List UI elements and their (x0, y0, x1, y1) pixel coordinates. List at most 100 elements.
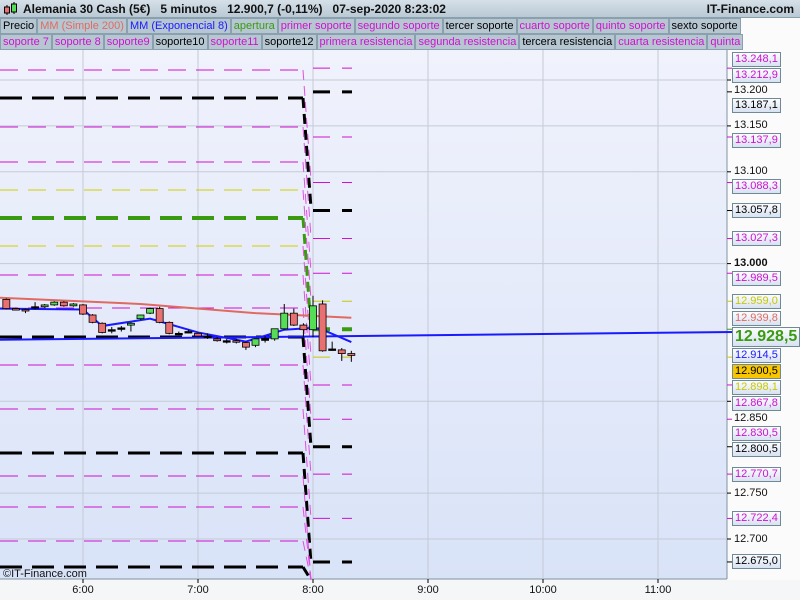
legend-item[interactable]: soporte11 (207, 34, 262, 50)
legend-item[interactable]: MM (Exponencial 8) (126, 18, 231, 34)
candle-body (289, 312, 298, 326)
copyright: ©IT-Finance.com (3, 568, 87, 580)
price-level-label: 12.830,5 (732, 426, 781, 442)
candle-body (270, 328, 279, 340)
level-transition-line (302, 365, 312, 476)
price-value-label: 12.914,5 (732, 348, 781, 364)
price-level-label: 13.248,1 (732, 52, 781, 67)
legend-item[interactable]: quinta (707, 34, 744, 50)
legend-item[interactable]: apertura (230, 18, 278, 34)
price-level-label: 13.057,8 (732, 203, 781, 219)
candle-body (261, 338, 269, 341)
level-transition-line (302, 408, 312, 520)
candle-body (69, 303, 78, 307)
legend-item[interactable]: cuarta resistencia (615, 34, 708, 50)
level-transition-line (302, 161, 312, 273)
legend-item[interactable]: sexto soporte (668, 18, 741, 34)
candle-body (309, 305, 317, 331)
level-transition-line (302, 506, 312, 581)
candlestick-logo-icon (4, 2, 17, 15)
candle-body (12, 308, 20, 311)
candle-body (107, 329, 116, 332)
price-level-label: 13.212,9 (732, 68, 781, 83)
legend-row: Precio MM (Simple 200) MM (Exponencial 8) a… (0, 18, 741, 34)
price-level-label: 12.770,7 (732, 466, 781, 482)
candle-body (146, 308, 154, 314)
x-tick-label: 9:00 (417, 584, 439, 596)
legend-item[interactable]: Precio (0, 18, 38, 34)
candle-body (136, 314, 145, 320)
candle-body (155, 308, 164, 323)
candle-body (251, 338, 260, 346)
x-tick-label: 8:00 (302, 584, 324, 596)
candle-body (184, 331, 193, 334)
candle-body (222, 340, 231, 343)
level-transition-line (301, 336, 313, 448)
price-level-label: 12.800,5 (732, 442, 781, 458)
candle-body (299, 324, 308, 331)
legend-item[interactable]: soporte 7 (0, 34, 52, 50)
level-transition-line (302, 245, 312, 357)
candle-body (194, 332, 202, 337)
price-level-label: 12.959,0 (732, 293, 781, 309)
price-level-label: 12.867,8 (732, 396, 781, 412)
candle-body (2, 299, 11, 309)
price-level-label: 12.928,5 (732, 327, 800, 348)
price-level-label: 13.088,3 (732, 179, 781, 195)
candle-body (88, 314, 97, 323)
candle-body (232, 340, 241, 343)
x-tick-label: 7:00 (187, 584, 209, 596)
candle-body (242, 342, 250, 348)
price-level-label: 12.898,1 (732, 380, 781, 396)
legend-item[interactable]: MM (Simple 200) (37, 18, 127, 34)
legend-item[interactable]: soporte12 (261, 34, 317, 50)
level-transition-line (301, 452, 313, 564)
candle-body (79, 304, 87, 315)
candle-body (174, 332, 183, 336)
candle-body (59, 301, 68, 307)
legend-item[interactable]: soporte10 (152, 34, 208, 50)
y-tick-label: 12.850 (734, 412, 768, 425)
candle-body (31, 306, 39, 309)
candle-body (165, 321, 174, 334)
chart-header: Alemania 30 Cash (5€) 5 minutos 12.900,7… (0, 0, 800, 18)
candle-body (50, 301, 59, 306)
legend-item[interactable]: segundo soporte (354, 18, 443, 34)
candle-body (318, 303, 327, 352)
candle-body (203, 335, 212, 339)
legend-item[interactable]: cuarto soporte (516, 18, 593, 34)
price-level-label: 13.137,9 (732, 133, 781, 149)
y-tick-label: 13.000 (734, 257, 768, 270)
candle-body (337, 349, 346, 354)
legend-item[interactable]: primera resistencia (316, 34, 416, 50)
chart-title: Alemania 30 Cash (5€) 5 minutos 12.900,7… (23, 2, 446, 16)
plot-area (0, 50, 727, 579)
legend-item[interactable]: quinto soporte (592, 18, 669, 34)
candle-body (213, 338, 222, 342)
candle-body (127, 322, 135, 326)
level-transition-line (301, 97, 313, 209)
legend-item[interactable]: segunda resistencia (415, 34, 520, 50)
x-tick-label: 10:00 (529, 584, 557, 596)
x-tick-label: 6:00 (72, 584, 94, 596)
legend-item[interactable]: soporte 8 (51, 34, 104, 50)
candle-body (117, 327, 126, 330)
legend-item[interactable]: soporte9 (103, 34, 153, 50)
candle-body (347, 353, 356, 356)
y-tick-label: 13.100 (734, 165, 768, 178)
price-value-label: 12.900,5 (732, 364, 781, 380)
y-tick-label: 13.200 (734, 84, 768, 96)
price-level-label: 13.187,1 (732, 98, 781, 113)
price-value-label: 12.939,8 (732, 311, 781, 327)
price-level-label: 13.027,3 (732, 231, 781, 247)
level-transition-line (302, 189, 312, 301)
candle-body (40, 304, 49, 308)
y-tick-label: 12.750 (734, 486, 768, 499)
legend-item[interactable]: primer soporte (277, 18, 355, 34)
sma-200-line (0, 296, 352, 319)
brand: IT-Finance.com (706, 2, 794, 16)
legend-item[interactable]: tercera resistencia (519, 34, 616, 50)
legend-item[interactable]: tercer soporte (442, 18, 517, 34)
price-level-label: 12.675,0 (732, 554, 781, 570)
